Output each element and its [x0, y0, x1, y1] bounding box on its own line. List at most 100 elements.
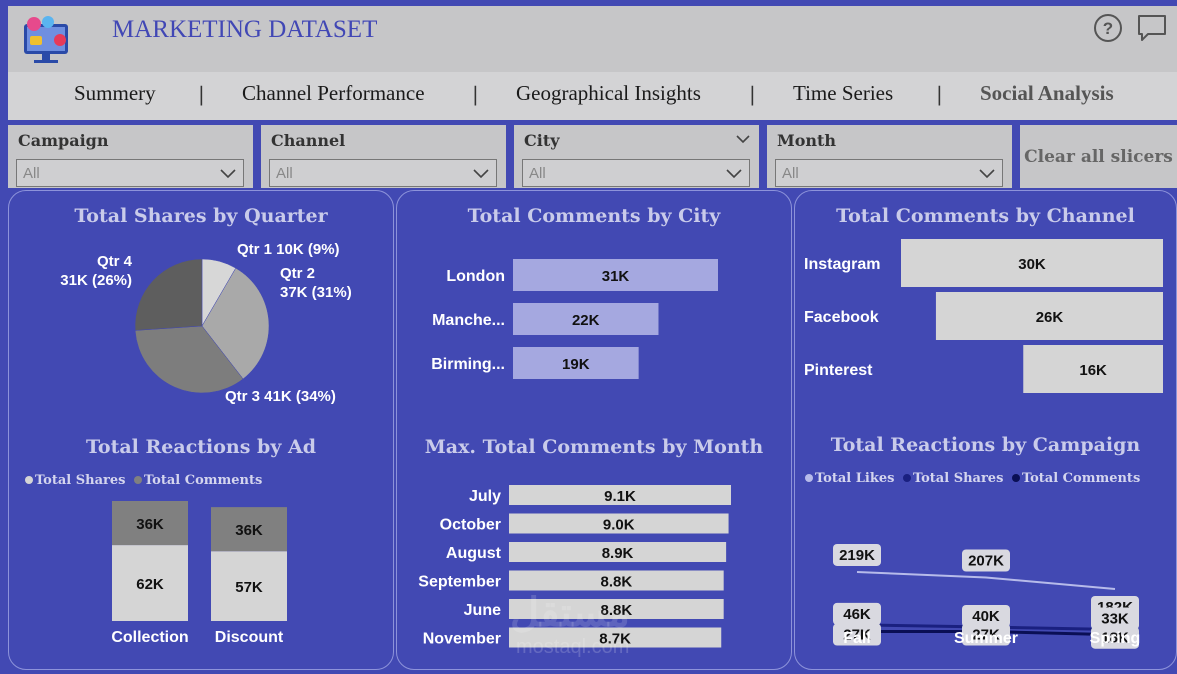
stacked-bar-chart-reactions-by-ad[interactable]: 62K 36K Collection 57K 36K Discount: [9, 491, 395, 661]
bar-value-label: 9.0K: [603, 517, 635, 534]
bar-3[interactable]: [509, 570, 724, 591]
segment-value-label: 36K: [235, 522, 263, 539]
pie-slice-3[interactable]: [134, 325, 244, 394]
legend-reactions-by-campaign: Total Likes Total Shares Total Comments: [805, 471, 1140, 486]
data-label: 27K: [972, 627, 1000, 644]
data-label-box: [962, 623, 1010, 646]
bar-value-label: 30K: [1018, 256, 1046, 273]
bar-value-label: 8.8K: [600, 602, 632, 619]
category-label: September: [418, 574, 501, 591]
pie-slice-2[interactable]: [201, 267, 270, 380]
watermark-arabic: مستقل: [510, 591, 630, 635]
bar-5[interactable]: [509, 627, 722, 648]
bar-1[interactable]: [513, 303, 659, 335]
legend-label-comments: Total Comments: [143, 473, 263, 488]
bar-chart-comments-by-channel[interactable]: 30K Instagram 26K Facebook 16K Pinterest: [795, 235, 1177, 401]
stacked-bar-segment[interactable]: [211, 507, 287, 552]
chart-title-comments-by-city: Total Comments by City: [467, 205, 721, 227]
tab-separator: |: [472, 82, 479, 106]
chart-title-shares-by-quarter: Total Shares by Quarter: [74, 205, 328, 227]
bar-4[interactable]: [509, 599, 724, 619]
slicer-month: Month All: [767, 125, 1012, 188]
chevron-down-icon[interactable]: [735, 133, 751, 145]
slicer-month-value: All: [782, 165, 799, 182]
chevron-down-icon: [979, 169, 995, 179]
bar-value-label: 8.9K: [602, 545, 634, 562]
bar-0[interactable]: [513, 259, 718, 291]
slicer-channel-label: Channel: [271, 131, 346, 150]
slicer-month-dropdown[interactable]: All: [775, 159, 1003, 187]
category-label: July: [469, 488, 501, 505]
slicer-channel-dropdown[interactable]: All: [269, 159, 497, 187]
stacked-bar-segment[interactable]: [112, 501, 188, 546]
legend-reactions-by-ad: Total Shares Total Comments: [25, 473, 262, 488]
bar-0[interactable]: [509, 485, 731, 505]
legend-dot-shares: [902, 474, 911, 482]
stacked-bar-segment[interactable]: [112, 545, 188, 621]
line-chart-reactions-by-campaign[interactable]: 219K207K182K46K40K33K27K27K18KFallSummer…: [795, 491, 1177, 659]
series-line-0: [856, 570, 1116, 590]
bar-2[interactable]: [509, 542, 727, 562]
bar-chart-comments-by-month[interactable]: 9.1K July 9.0K October 8.9K August 8.8K Septemb…: [397, 479, 793, 654]
pie-chart-shares-by-quarter[interactable]: Qtr 1 10K (9%) Qtr 2 37K (31%) Qtr 3 41K (3…: [9, 231, 395, 411]
bar-1[interactable]: [935, 292, 1163, 340]
category-label: Instagram: [804, 256, 880, 273]
bar-value-label: 16K: [1079, 362, 1107, 379]
panel-right: Total Comments by Channel 30K Instagram 26…: [794, 190, 1177, 670]
legend-label-shares: Total Shares: [35, 473, 126, 488]
watermark-latin: mostaql.com: [516, 636, 630, 658]
segment-value-label: 36K: [136, 516, 164, 533]
legend-dot-likes: [805, 474, 813, 482]
slicer-month-label: Month: [777, 131, 837, 150]
clear-all-slicers-button[interactable]: Clear all slicers: [1020, 125, 1177, 188]
category-label: October: [440, 517, 501, 534]
tab-separator: |: [749, 82, 756, 106]
data-label-box: [833, 543, 881, 566]
segment-value-label: 57K: [235, 579, 263, 596]
app-title: MARKETING DATASET: [112, 16, 378, 43]
legend-label-likes: Total Likes: [815, 471, 895, 486]
pie-label-qtr-3: Qtr 3 41K (34%): [225, 388, 336, 405]
legend-dot-comments: [1011, 474, 1020, 482]
bar-2[interactable]: [1023, 345, 1163, 393]
bar-2[interactable]: [513, 347, 639, 379]
slicer-city: City All: [514, 125, 759, 188]
help-circle-icon[interactable]: ?: [1092, 12, 1124, 44]
data-label-box: [833, 602, 881, 625]
category-label: June: [464, 602, 501, 619]
slicer-channel-value: All: [276, 165, 293, 182]
category-label: Discount: [215, 629, 284, 646]
data-label-box: [962, 605, 1010, 627]
pie-label-qtr-4-value: 31K (26%): [60, 272, 132, 289]
slicer-campaign-dropdown[interactable]: All: [16, 159, 244, 187]
chart-title-comments-by-channel: Total Comments by Channel: [836, 205, 1135, 227]
tab-time-series[interactable]: Time Series: [793, 81, 894, 105]
panel-middle: Total Comments by City 31K London 22K Manch…: [396, 190, 792, 670]
slicer-campaign-value: All: [23, 165, 40, 182]
data-label: 40K: [972, 608, 1000, 625]
bar-value-label: 8.8K: [600, 574, 632, 591]
category-label: London: [446, 268, 505, 285]
tab-separator: |: [936, 82, 943, 106]
tab-social-analysis[interactable]: Social Analysis: [980, 81, 1114, 105]
stacked-bar-segment[interactable]: [211, 551, 287, 621]
chart-title-reactions-by-ad: Total Reactions by Ad: [85, 436, 317, 458]
bar-0[interactable]: [901, 239, 1163, 287]
tab-channel-performance[interactable]: Channel Performance: [242, 81, 425, 105]
bar-value-label: 31K: [602, 268, 630, 285]
category-label: Birming...: [431, 356, 505, 373]
pie-slice-4[interactable]: [134, 258, 203, 331]
slicer-city-dropdown[interactable]: All: [522, 159, 750, 187]
bar-value-label: 19K: [562, 356, 590, 373]
tab-geographical-insights[interactable]: Geographical Insights: [516, 81, 701, 105]
bar-chart-comments-by-city[interactable]: 31K London 22K Manche... 19K Birming...: [397, 251, 793, 391]
bar-value-label: 9.1K: [604, 488, 636, 505]
dashboard-logo-icon: [24, 16, 68, 63]
tab-summery[interactable]: Summery: [74, 81, 156, 105]
tab-separator: |: [198, 82, 205, 106]
slicer-city-label: City: [524, 131, 560, 150]
slicer-campaign-label: Campaign: [18, 131, 109, 150]
bar-1[interactable]: [509, 513, 729, 534]
chat-bubble-icon[interactable]: [1136, 12, 1168, 44]
header-bar: MARKETING DATASET ?: [8, 6, 1177, 72]
